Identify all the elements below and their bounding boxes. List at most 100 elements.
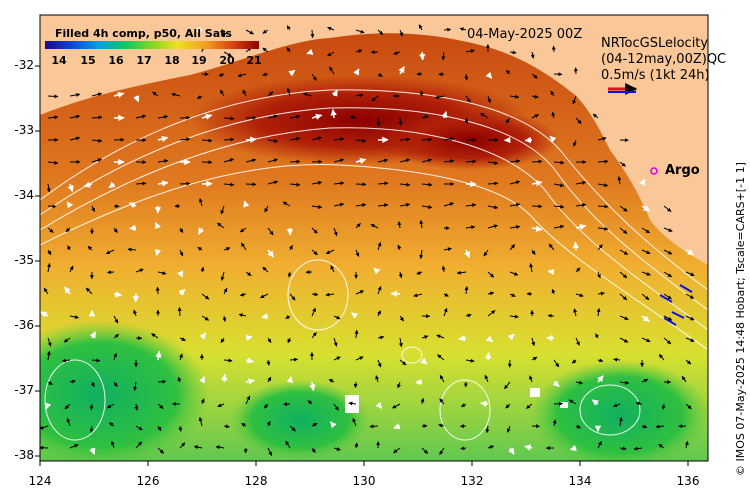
velocity-arrow [266, 420, 271, 427]
velocity-arrow [641, 293, 650, 301]
velocity-arrow [157, 180, 169, 187]
velocity-arrow [89, 403, 94, 411]
velocity-arrow [663, 205, 672, 212]
velocity-arrow [355, 29, 365, 34]
velocity-arrow [421, 182, 433, 187]
velocity-arrow [91, 92, 103, 97]
velocity-arrow [47, 160, 59, 165]
velocity-arrow [398, 66, 405, 75]
velocity-arrow [421, 158, 433, 163]
velocity-arrow [266, 359, 271, 366]
velocity-arrow [663, 315, 673, 321]
lon-label: 130 [352, 474, 376, 488]
velocity-arrow [597, 226, 609, 231]
velocity-arrow [553, 224, 565, 229]
velocity-arrow [287, 271, 292, 278]
velocity-arrow [113, 381, 118, 387]
velocity-arrow [685, 359, 692, 365]
velocity-arrow [434, 95, 445, 100]
velocity-arrow [221, 373, 228, 383]
velocity-arrow [201, 315, 210, 321]
velocity-arrow [267, 227, 274, 236]
velocity-arrow [375, 375, 380, 383]
velocity-arrow [311, 249, 318, 256]
velocity-arrow [641, 271, 651, 276]
velocity-arrow [487, 95, 491, 104]
velocity-arrow [377, 335, 385, 340]
velocity-arrow [459, 27, 467, 32]
velocity-arrow [64, 403, 71, 410]
velocity-arrow [333, 447, 341, 451]
velocity-arrow [377, 286, 382, 295]
velocity-arrow [333, 158, 345, 163]
velocity-arrow [443, 202, 454, 207]
colorbar-tick: 18 [164, 54, 180, 67]
velocity-arrow [509, 271, 519, 276]
velocity-arrow [418, 24, 423, 31]
velocity-arrow [311, 227, 318, 234]
velocity-arrow [419, 219, 424, 229]
velocity-arrow [575, 223, 587, 231]
velocity-arrow [355, 138, 367, 143]
velocity-arrow [465, 358, 475, 363]
velocity-arrow [443, 247, 452, 252]
velocity-arrow [260, 293, 269, 299]
velocity-arrow [220, 205, 225, 215]
velocity-arrow [641, 424, 648, 429]
credit-text: © IMOS 07-May-2025 14:48 Hobart; Tscale=… [734, 162, 747, 476]
lat-label: -35 [14, 253, 34, 267]
velocity-arrow [658, 443, 665, 449]
velocity-arrow [267, 337, 272, 343]
velocity-arrow [152, 91, 159, 97]
velocity-arrow [193, 445, 203, 450]
velocity-arrow [370, 223, 379, 229]
velocity-arrow [328, 378, 335, 383]
velocity-arrow [531, 337, 536, 347]
velocity-arrow [289, 293, 296, 301]
velocity-arrow [40, 425, 49, 430]
velocity-arrow [245, 158, 257, 163]
velocity-arrow [399, 202, 411, 207]
velocity-arrow [421, 137, 433, 142]
velocity-arrow [525, 403, 533, 409]
velocity-arrow [419, 90, 424, 97]
velocity-arrow [289, 182, 301, 187]
velocity-arrow [220, 337, 225, 344]
velocity-arrow [89, 447, 96, 455]
lat-label: -38 [14, 448, 34, 462]
velocity-arrow [421, 115, 429, 119]
velocity-arrow [661, 403, 666, 410]
velocity-arrow [333, 181, 345, 186]
velocity-arrow [307, 400, 313, 405]
velocity-arrow [398, 117, 403, 126]
velocity-arrow [619, 293, 628, 301]
velocity-arrow [397, 381, 401, 389]
velocity-arrow [69, 315, 79, 319]
velocity-arrow [177, 306, 182, 317]
velocity-arrow [509, 159, 521, 164]
velocity-arrow [485, 335, 493, 343]
velocity-arrow [285, 440, 291, 449]
velocity-arrow [133, 381, 138, 391]
velocity-arrow [641, 205, 651, 212]
velocity-arrow [460, 446, 467, 451]
velocity-arrow [327, 26, 335, 31]
velocity-arrow [553, 160, 565, 165]
velocity-arrow [353, 68, 360, 76]
velocity-arrow [480, 400, 489, 407]
velocity-arrow [262, 47, 269, 53]
velocity-arrow [531, 180, 543, 187]
velocity-arrow [443, 27, 452, 32]
velocity-arrow [197, 246, 203, 251]
velocity-arrow [355, 182, 367, 187]
velocity-arrow [487, 205, 499, 210]
velocity-arrow [596, 308, 601, 317]
cool-patch-west [40, 320, 210, 461]
velocity-arrow [658, 353, 665, 361]
velocity-arrow [531, 159, 543, 164]
velocity-arrow [91, 205, 95, 212]
velocity-arrow [330, 109, 337, 119]
velocity-arrow [597, 136, 607, 141]
velocity-arrow [245, 378, 255, 385]
velocity-arrow [63, 286, 71, 295]
